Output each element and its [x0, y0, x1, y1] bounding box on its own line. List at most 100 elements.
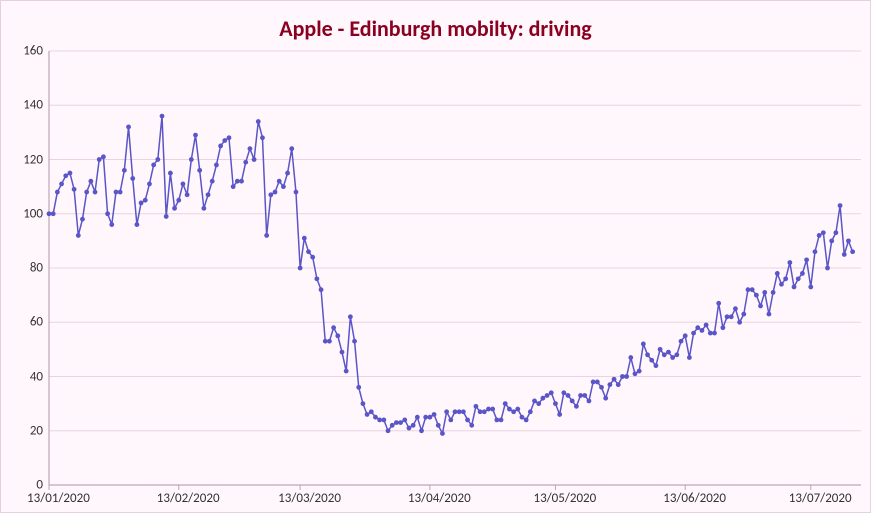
- data-marker: [231, 184, 236, 189]
- data-marker: [80, 217, 85, 222]
- data-marker: [365, 412, 370, 417]
- data-marker: [256, 119, 261, 124]
- data-marker: [289, 146, 294, 151]
- data-marker: [524, 418, 529, 423]
- data-marker: [361, 401, 366, 406]
- data-marker: [201, 206, 206, 211]
- data-marker: [63, 173, 68, 178]
- data-marker: [248, 146, 253, 151]
- data-marker: [118, 190, 123, 195]
- data-marker: [340, 350, 345, 355]
- data-marker: [369, 409, 374, 414]
- data-marker: [273, 190, 278, 195]
- x-tick-label: 13/04/2020: [408, 485, 471, 506]
- data-marker: [423, 415, 428, 420]
- data-marker: [97, 157, 102, 162]
- chart-frame: Apple - Edinburgh mobilty: driving 02040…: [0, 0, 871, 513]
- data-marker: [88, 179, 93, 184]
- data-marker: [461, 409, 466, 414]
- y-tick-label: 140: [23, 98, 49, 113]
- data-marker: [767, 312, 772, 317]
- chart-svg: [49, 51, 861, 485]
- data-marker: [633, 371, 638, 376]
- data-marker: [381, 418, 386, 423]
- data-marker: [846, 238, 851, 243]
- data-marker: [582, 393, 587, 398]
- data-marker: [503, 401, 508, 406]
- data-marker: [670, 355, 675, 360]
- x-tick-label: 13/05/2020: [533, 485, 596, 506]
- data-marker: [390, 423, 395, 428]
- data-marker: [762, 290, 767, 295]
- data-marker: [712, 331, 717, 336]
- data-marker: [407, 426, 412, 431]
- data-marker: [507, 407, 512, 412]
- data-marker: [252, 157, 257, 162]
- data-marker: [164, 214, 169, 219]
- y-tick-label: 120: [23, 152, 49, 167]
- data-marker: [666, 350, 671, 355]
- x-tick-label: 13/02/2020: [157, 485, 220, 506]
- data-marker: [603, 396, 608, 401]
- data-marker: [553, 401, 558, 406]
- data-marker: [720, 325, 725, 330]
- data-marker: [658, 347, 663, 352]
- data-marker: [243, 160, 248, 165]
- data-marker: [833, 230, 838, 235]
- data-marker: [813, 249, 818, 254]
- data-marker: [474, 404, 479, 409]
- data-marker: [214, 163, 219, 168]
- data-marker: [448, 418, 453, 423]
- data-marker: [591, 380, 596, 385]
- data-marker: [729, 314, 734, 319]
- data-marker: [151, 163, 156, 168]
- data-marker: [193, 133, 198, 138]
- data-marker: [155, 157, 160, 162]
- data-marker: [628, 355, 633, 360]
- data-marker: [109, 222, 114, 227]
- data-marker: [344, 369, 349, 374]
- data-marker: [440, 431, 445, 436]
- data-marker: [683, 333, 688, 338]
- data-marker: [306, 249, 311, 254]
- data-marker: [55, 190, 60, 195]
- data-marker: [59, 182, 64, 187]
- data-marker: [700, 328, 705, 333]
- data-marker: [800, 271, 805, 276]
- data-marker: [348, 314, 353, 319]
- data-marker: [373, 415, 378, 420]
- data-marker: [432, 412, 437, 417]
- data-marker: [210, 179, 215, 184]
- data-marker: [490, 407, 495, 412]
- data-marker: [314, 276, 319, 281]
- data-marker: [319, 287, 324, 292]
- data-marker: [160, 114, 165, 119]
- data-marker: [775, 271, 780, 276]
- data-marker: [817, 233, 822, 238]
- data-marker: [402, 418, 407, 423]
- data-marker: [704, 323, 709, 328]
- data-marker: [520, 415, 525, 420]
- data-marker: [532, 399, 537, 404]
- data-marker: [758, 304, 763, 309]
- data-marker: [783, 276, 788, 281]
- data-marker: [850, 249, 855, 254]
- data-marker: [436, 423, 441, 428]
- data-marker: [398, 420, 403, 425]
- data-marker: [540, 396, 545, 401]
- data-marker: [222, 138, 227, 143]
- plot-area: 02040608010012014016013/01/202013/02/202…: [49, 51, 861, 485]
- data-marker: [147, 182, 152, 187]
- data-marker: [574, 404, 579, 409]
- y-tick-label: 160: [23, 44, 49, 59]
- data-marker: [482, 409, 487, 414]
- data-marker: [327, 339, 332, 344]
- data-marker: [181, 182, 186, 187]
- data-marker: [708, 331, 713, 336]
- data-marker: [294, 190, 299, 195]
- data-marker: [478, 409, 483, 414]
- data-marker: [235, 179, 240, 184]
- data-marker: [612, 377, 617, 382]
- data-marker: [771, 290, 776, 295]
- y-tick-label: 100: [23, 206, 49, 221]
